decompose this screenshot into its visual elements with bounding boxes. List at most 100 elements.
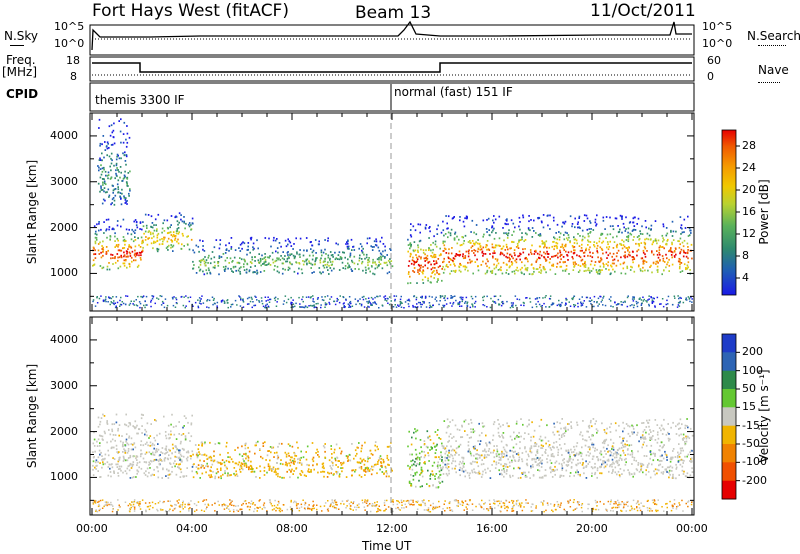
power-echo-cell — [264, 253, 266, 255]
power-echo-cell — [521, 266, 523, 269]
velocity-echo-cell — [668, 469, 671, 472]
velocity-echo-cell — [451, 467, 454, 470]
velocity-echo-cell — [204, 441, 206, 444]
power-echo-cell — [230, 237, 233, 239]
power-echo-cell — [183, 221, 185, 224]
velocity-echo-cell — [291, 459, 294, 462]
power-echo-cell — [153, 235, 155, 238]
velocity-echo-cell — [175, 446, 177, 449]
power-ground-scatter-cell — [542, 297, 544, 299]
power-echo-cell — [252, 248, 254, 251]
power-echo-cell — [424, 264, 426, 267]
power-ground-scatter-cell — [597, 305, 599, 307]
power-ground-scatter-cell — [582, 302, 584, 304]
velocity-echo-cell — [620, 442, 623, 444]
power-echo-cell — [508, 256, 510, 259]
velocity-echo-cell — [601, 422, 603, 425]
power-echo-cell — [530, 219, 532, 221]
power-ground-scatter-cell — [439, 295, 442, 297]
power-echo-cell — [679, 271, 682, 273]
power-echo-cell — [378, 261, 380, 264]
velocity-echo-cell — [547, 440, 550, 442]
power-ground-scatter-cell — [260, 297, 263, 299]
velocity-echo-cell — [450, 449, 453, 452]
velocity-echo-cell — [277, 472, 279, 475]
power-ground-scatter-cell — [419, 303, 422, 306]
velocity-echo-cell — [459, 474, 461, 477]
velocity-echo-cell — [358, 466, 361, 469]
power-echo-cell — [134, 249, 136, 252]
velocity-echo-cell — [424, 462, 426, 465]
velocity-echo-cell — [251, 470, 254, 473]
power-echo-cell — [156, 249, 159, 251]
power-echo-cell — [166, 219, 169, 222]
power-ground-scatter-cell — [685, 298, 687, 301]
velocity-echo-cell — [118, 434, 120, 437]
velocity-echo-cell — [530, 447, 533, 449]
velocity-echo-cell — [437, 429, 439, 431]
velocity-echo-cell — [94, 450, 96, 453]
power-echo-cell — [681, 270, 684, 272]
velocity-echo-cell — [620, 458, 623, 460]
velocity-echo-cell — [596, 429, 599, 432]
power-echo-cell — [467, 269, 469, 272]
velocity-echo-cell — [369, 449, 372, 452]
velocity-echo-cell — [420, 466, 423, 469]
velocity-echo-cell — [114, 434, 117, 436]
power-echo-cell — [496, 244, 498, 247]
power-echo-cell — [327, 254, 330, 257]
velocity-echo-cell — [619, 457, 621, 459]
power-echo-cell — [125, 145, 128, 148]
velocity-echo-cell — [638, 440, 640, 443]
velocity-echo-cell — [290, 461, 292, 464]
velocity-echo-cell — [254, 452, 256, 455]
power-echo-cell — [117, 249, 120, 252]
power-ground-scatter-cell — [494, 301, 496, 303]
power-ground-scatter-cell — [474, 306, 476, 308]
power-echo-cell — [171, 240, 173, 243]
power-echo-cell — [361, 245, 363, 248]
power-ground-scatter-cell — [113, 303, 115, 306]
velocity-echo-cell — [312, 456, 315, 459]
power-echo-cell — [645, 226, 647, 229]
power-echo-cell — [507, 232, 510, 235]
power-echo-cell — [632, 261, 634, 264]
velocity-echo-cell — [347, 459, 350, 461]
velocity-echo-cell — [377, 459, 380, 462]
velocity-echo-cell — [580, 455, 583, 457]
power-echo-cell — [629, 254, 631, 257]
power-ground-scatter-cell — [679, 296, 681, 299]
velocity-echo-cell — [502, 437, 505, 439]
power-ground-scatter-cell — [313, 305, 316, 308]
velocity-echo-cell — [154, 419, 156, 421]
velocity-echo-cell — [446, 474, 449, 477]
power-echo-cell — [433, 263, 436, 266]
power-ground-scatter-cell — [500, 304, 503, 307]
power-echo-cell — [121, 179, 124, 182]
velocity-echo-cell — [427, 437, 430, 440]
power-echo-cell — [516, 266, 518, 269]
power-echo-cell — [190, 224, 192, 226]
velocity-echo-cell — [184, 438, 187, 441]
velocity-echo-cell — [624, 454, 627, 456]
velocity-echo-cell — [544, 452, 547, 454]
power-echo-cell — [464, 217, 466, 220]
power-ground-scatter-cell — [617, 303, 619, 305]
velocity-echo-cell — [115, 463, 117, 466]
velocity-echo-cell — [123, 456, 125, 459]
velocity-echo-cell — [389, 445, 391, 448]
power-echo-cell — [521, 261, 523, 264]
velocity-echo-cell — [285, 453, 288, 456]
velocity-echo-cell — [92, 464, 94, 467]
power-echo-cell — [346, 245, 349, 248]
velocity-echo-cell — [686, 472, 689, 475]
power-echo-cell — [630, 233, 633, 236]
power-echo-cell — [651, 243, 654, 246]
power-echo-cell — [117, 239, 119, 242]
power-echo-cell — [588, 269, 591, 272]
power-echo-cell — [637, 248, 640, 251]
power-echo-cell — [513, 252, 516, 254]
power-ground-scatter-cell — [328, 303, 331, 305]
power-echo-cell — [459, 244, 462, 247]
velocity-echo-cell — [301, 471, 304, 474]
